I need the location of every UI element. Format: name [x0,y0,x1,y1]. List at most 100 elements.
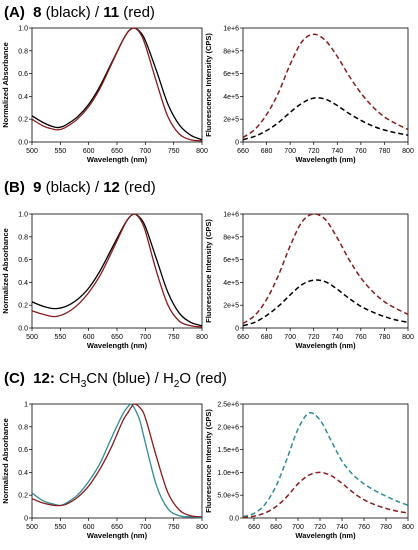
x-tick-label: 700 [284,334,296,341]
y-tick-label: 0.2 [18,493,28,500]
series-line-black [242,97,409,141]
x-tick-label: 660 [237,334,249,341]
y-tick-label: 0.0 [229,516,239,523]
x-tick-label: 780 [380,524,392,531]
series-line-red [31,403,203,518]
y-tick-label: 0.4 [18,470,28,477]
panel-title-part: (red) [119,179,156,196]
series-line-red [242,471,409,519]
x-tick-label: 760 [358,524,370,531]
y-tick-label: 1.0 [18,212,28,219]
y-tick-label: 1.0 [18,26,28,33]
x-axis-label: Wavelength (nm) [295,155,356,164]
plot-frame [31,27,203,143]
series-line-red [242,213,409,325]
y-tick-label: 0.4 [18,280,28,287]
x-tick-label: 500 [26,148,38,155]
series-line-black [242,279,409,327]
x-tick-label: 780 [379,148,391,155]
panel-title-part: 8 [33,4,42,21]
y-tick-label: 6e+5 [223,71,239,78]
panel-title-part: 11 [103,4,120,21]
x-tick-label: 800 [196,524,208,531]
y-tick-label: 1.0e+6 [217,470,239,477]
y-tick-label: 0.8 [18,234,28,241]
y-tick-label: 0.6 [18,447,28,454]
x-tick-label: 650 [111,524,123,531]
plot-frame [31,403,203,519]
y-tick-label: 2e+5 [223,117,239,124]
series-line-blue [242,412,409,518]
panel-label: (B) [4,179,25,196]
y-tick-label: 6e+5 [223,257,239,264]
y-tick-label: 2.0e+6 [217,424,239,431]
x-tick-label: 740 [336,524,348,531]
x-tick-label: 800 [402,524,414,531]
x-tick-label: 650 [111,334,123,341]
panel-title-part: (black) / [41,4,104,21]
panel-title-part: O (red) [179,370,227,387]
x-tick-label: 680 [261,334,273,341]
x-tick-label: 600 [83,524,95,531]
x-tick-label: 500 [26,334,38,341]
x-tick-label: 740 [331,148,343,155]
y-tick-label: 4e+5 [223,280,239,287]
y-tick-label: 0.2 [18,303,28,310]
x-tick-label: 750 [168,148,180,155]
panel-title-part: 12 [103,179,120,196]
series-line-red [31,213,203,328]
y-axis-label: Fluorescence Intensity (CPS) [204,33,213,137]
y-tick-label: 0.6 [18,71,28,78]
panel-label: (C) [4,370,25,387]
x-tick-label: 700 [292,524,304,531]
chart-panel-b-left: 500 550 600 650 700 750 800 0.0 0.2 0.4 0.6 0.8 1.0 W… [1,212,208,351]
y-tick-label: 1e+6 [223,212,239,219]
chart-panel-c-left: 500 550 600 650 700 750 800 0 0.2 0.4 0.6 0.8 1 Wavel… [1,402,208,541]
y-tick-label: 0.0 [18,326,28,333]
x-tick-label: 800 [402,334,414,341]
x-tick-label: 750 [168,334,180,341]
panel-title-b: (B) 9 (black) / 12 (red) [4,179,156,196]
x-tick-label: 550 [54,148,66,155]
panel-title-part: 2 [173,379,180,390]
y-tick-label: 0 [235,326,239,333]
y-tick-label: 2.5e+6 [217,402,239,409]
x-tick-label: 700 [139,148,151,155]
y-axis-label: Fluorescence Intensity (CPS) [204,409,213,513]
x-tick-label: 720 [314,524,326,531]
y-tick-label: 0 [235,140,239,147]
x-tick-label: 550 [54,334,66,341]
y-tick-label: 0.0 [18,140,28,147]
y-tick-label: 0.8 [18,48,28,55]
x-tick-label: 650 [111,148,123,155]
panel-label: (A) [4,4,25,21]
x-tick-label: 800 [402,148,414,155]
x-tick-label: 660 [248,524,260,531]
x-tick-label: 720 [308,148,320,155]
y-axis-label: Normalized Absorbance [1,42,10,128]
chart-panel-a-left: 500 550 600 650 700 750 800 0.0 0.2 0.4 0.6 0.8 1.0 W… [1,26,208,165]
series-line-red [31,27,203,142]
panel-title-part: 9 [33,179,42,196]
y-tick-label: 0.2 [18,117,28,124]
x-tick-label: 700 [139,524,151,531]
panel-title-part: 12: [33,370,55,387]
series-line-black [31,27,203,141]
plot-frame [242,213,409,329]
x-tick-label: 600 [83,334,95,341]
x-tick-label: 600 [83,148,95,155]
chart-panel-c-right: 660 680 700 720 740 760 780 800 0.0 5.0e+5 1.0e+6 1… [204,402,414,541]
y-tick-label: 5.0e+5 [217,493,239,500]
panel-title-part: 3 [80,379,87,390]
y-tick-label: 0.8 [18,424,28,431]
x-tick-label: 700 [284,148,296,155]
series-line-black [31,213,203,327]
x-tick-label: 700 [139,334,151,341]
x-tick-label: 760 [355,334,367,341]
x-tick-label: 750 [168,524,180,531]
y-tick-label: 8e+5 [223,234,239,241]
y-axis-label: Fluorescence Intensity (CPS) [204,219,213,323]
x-axis-label: Wavelength (nm) [87,341,148,350]
x-tick-label: 740 [331,334,343,341]
